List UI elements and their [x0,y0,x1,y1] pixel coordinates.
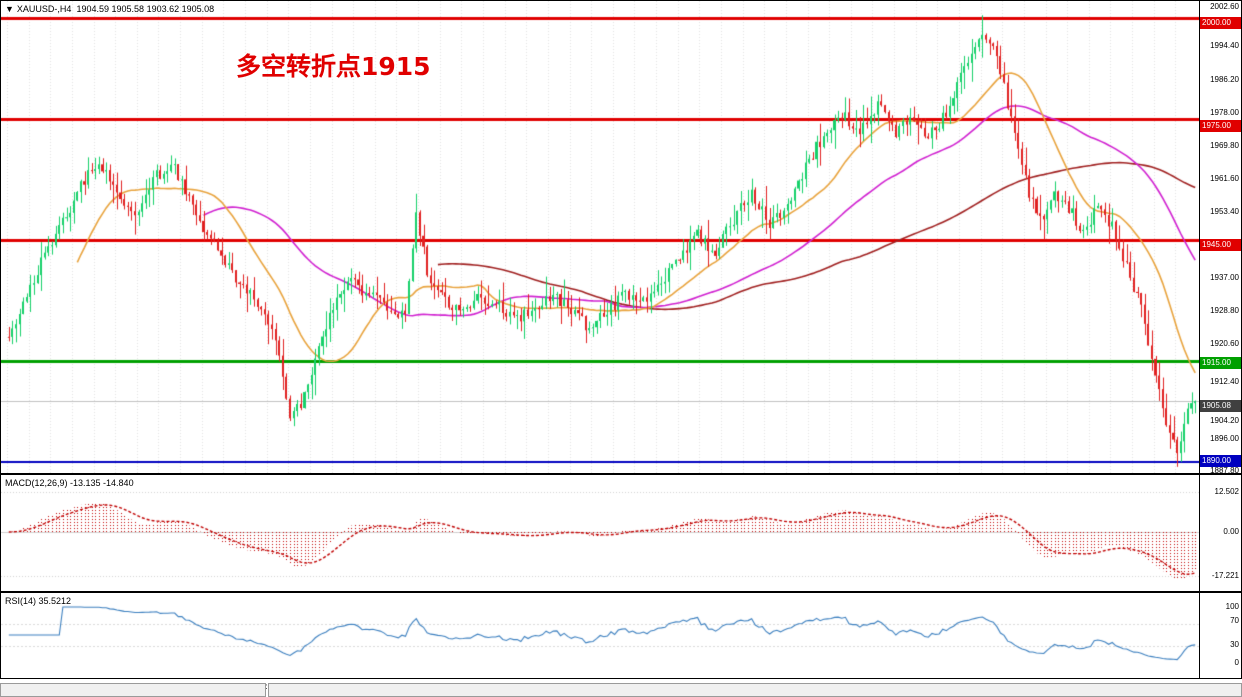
price-axis-tick: 1928.80 [1210,306,1239,315]
price-level-tag: 1890.00 [1200,455,1241,467]
rsi-axis-tick: 100 [1225,602,1239,611]
rsi-axis: 100 70 30 0 [1199,593,1241,678]
price-axis-tick: 1953.40 [1210,207,1239,216]
price-axis-tick: 1896.00 [1210,434,1239,443]
ohlc-low: 1903.62 [146,4,180,14]
price-axis-tick: 1937.00 [1210,273,1239,282]
chart-header: ▼ XAUUSD-,H4 1904.59 1905.58 1903.62 1905… [5,4,214,14]
price-plot-area[interactable]: ▼ XAUUSD-,H4 1904.59 1905.58 1903.62 1905… [1,1,1241,473]
macd-header: MACD(12,26,9) -13.135 -14.840 [5,478,134,488]
horizontal-scrollbar-left[interactable] [0,683,266,697]
price-axis-tick: 1986.20 [1210,75,1239,84]
macd-axis: 12.502 0.00 -17.221 [1199,475,1241,591]
price-axis[interactable]: 2002.60 1994.40 1986.20 1978.00 1969.80 1961.… [1199,1,1241,475]
price-level-tag: 1905.08 [1200,400,1241,412]
macd-axis-tick: -17.221 [1211,571,1239,580]
rsi-plot-area[interactable]: RSI(14) 35.5212 [1,593,1241,678]
ohlc-close: 1905.08 [181,4,215,14]
price-axis-tick: 1978.00 [1210,108,1239,117]
ohlc-open: 1904.59 [76,4,109,14]
price-axis-tick: 1912.40 [1210,377,1239,386]
price-level-tag: 1915.00 [1200,357,1241,369]
price-axis-tick: 1920.60 [1210,339,1239,348]
ohlc-high: 1905.58 [111,4,145,14]
price-pane[interactable]: ▼ XAUUSD-,H4 1904.59 1905.58 1903.62 1905… [0,0,1242,475]
horizontal-scrollbar-right[interactable] [268,683,1242,697]
price-axis-tick: 1969.80 [1210,141,1239,150]
price-level-tag: 2000.00 [1200,17,1241,29]
price-axis-tick: 1904.20 [1210,416,1239,425]
macd-axis-tick: 0.00 [1223,527,1239,536]
macd-axis-tick: 12.502 [1214,487,1239,496]
price-canvas [1,1,1199,473]
rsi-axis-tick: 30 [1230,640,1239,649]
price-level-tag: 1945.00 [1200,239,1241,251]
macd-pane[interactable]: MACD(12,26,9) -13.135 -14.840 12.502 0.00… [0,474,1242,592]
chart-symbol-label: XAUUSD-,H4 [16,4,72,14]
status-bar[interactable] [0,683,1242,697]
price-level-tag: 1975.00 [1200,120,1241,132]
rsi-axis-tick: 70 [1230,616,1239,625]
price-axis-tick: 2002.60 [1210,2,1239,11]
price-axis-tick: 1961.60 [1210,174,1239,183]
macd-canvas [1,475,1199,591]
rsi-pane[interactable]: RSI(14) 35.5212 100 70 30 0 [0,592,1242,679]
rsi-header: RSI(14) 35.5212 [5,596,72,606]
price-axis-tick: 1994.40 [1210,41,1239,50]
price-axis-tick: 1887.80 [1210,466,1239,475]
collapse-triangle-icon[interactable]: ▼ [5,4,14,14]
macd-plot-area[interactable]: MACD(12,26,9) -13.135 -14.840 [1,475,1241,591]
rsi-canvas [1,593,1199,678]
rsi-axis-tick: 0 [1234,658,1239,667]
annotation-text: 多空转折点1915 [236,52,431,81]
